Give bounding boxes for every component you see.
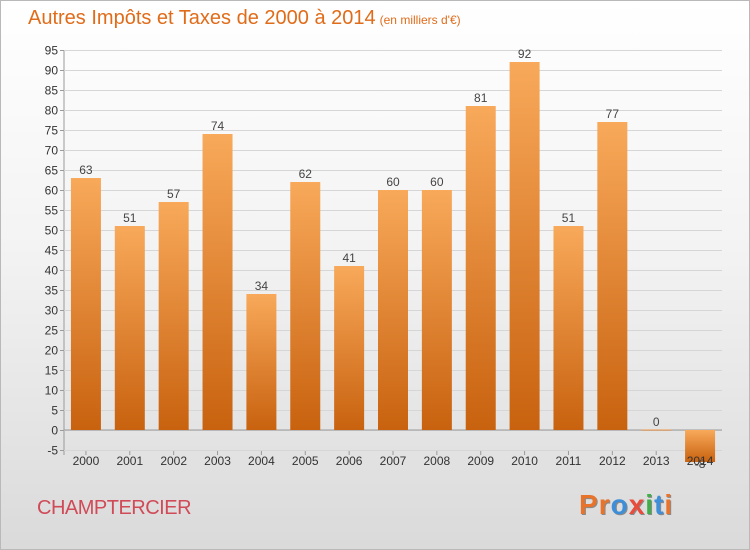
data-label: 51 xyxy=(123,211,137,225)
bar xyxy=(421,190,452,430)
y-tick-label: 50 xyxy=(45,224,59,238)
data-label: 62 xyxy=(299,167,313,181)
data-label: -8 xyxy=(695,457,706,471)
x-tick-label: 2014 xyxy=(687,454,714,468)
x-tick-label: 2001 xyxy=(116,454,143,468)
logo-letter: i xyxy=(645,489,655,520)
y-tick-label: 80 xyxy=(45,104,59,118)
logo-letter: o xyxy=(610,489,629,520)
y-tick-label: 30 xyxy=(45,304,59,318)
y-tick-label: 60 xyxy=(45,184,59,198)
data-label: 60 xyxy=(386,175,400,189)
y-tick-label: 75 xyxy=(45,124,59,138)
bar xyxy=(378,190,408,430)
x-tick-label: 2004 xyxy=(248,454,275,468)
y-tick-label: 65 xyxy=(45,164,59,178)
y-tick-label: 5 xyxy=(51,404,58,418)
data-label: 0 xyxy=(653,415,660,429)
y-tick-label: 20 xyxy=(45,344,59,358)
data-label: 74 xyxy=(211,119,225,133)
data-label: 77 xyxy=(606,107,620,121)
bar xyxy=(158,202,189,430)
data-label: 63 xyxy=(79,163,93,177)
city-name: CHAMPTERCIER xyxy=(37,497,192,519)
y-tick-label: 55 xyxy=(45,204,59,218)
x-tick-label: 2011 xyxy=(556,454,582,468)
bar xyxy=(334,266,365,430)
x-tick-label: 2005 xyxy=(292,454,319,468)
y-tick-label: 15 xyxy=(45,364,59,378)
logo-letter: i xyxy=(664,489,674,520)
y-tick-label: 0 xyxy=(51,424,58,438)
title-unit: (en milliers d'€) xyxy=(379,13,461,27)
x-tick-label: 2002 xyxy=(160,454,187,468)
y-tick-label: 95 xyxy=(45,44,59,58)
y-tick-label: 45 xyxy=(45,244,59,258)
x-tick-label: 2000 xyxy=(73,454,100,468)
x-tick-label: 2013 xyxy=(643,454,670,468)
y-tick-label: 25 xyxy=(45,324,59,338)
x-tick-label: 2012 xyxy=(599,454,626,468)
data-label: 60 xyxy=(430,175,444,189)
y-tick-label: 85 xyxy=(45,84,59,98)
bar xyxy=(114,226,145,430)
data-label: 41 xyxy=(342,251,356,265)
title-text: Autres Impôts et Taxes de 2000 à 2014 xyxy=(28,7,376,29)
bar xyxy=(553,226,584,430)
data-label: 81 xyxy=(474,91,488,105)
bar xyxy=(641,429,672,431)
bar xyxy=(70,178,101,430)
x-tick-label: 2009 xyxy=(467,454,494,468)
x-tick-label: 2006 xyxy=(336,454,363,468)
y-tick-label: 10 xyxy=(45,384,59,398)
x-tick-label: 2010 xyxy=(511,454,538,468)
data-label: 92 xyxy=(518,47,532,61)
bar xyxy=(202,134,233,430)
bar xyxy=(597,122,628,430)
bar xyxy=(509,62,540,430)
y-tick-label: 70 xyxy=(45,144,59,158)
y-tick-label: 40 xyxy=(45,264,59,278)
logo-letter: x xyxy=(628,489,646,520)
data-label: 51 xyxy=(562,211,576,225)
y-tick-label: 35 xyxy=(45,284,59,298)
y-tick-label: 90 xyxy=(45,64,59,78)
bar xyxy=(290,182,321,430)
bar xyxy=(246,294,277,430)
logo-letter: r xyxy=(598,489,611,520)
data-label: 34 xyxy=(255,279,269,293)
x-tick-label: 2008 xyxy=(424,454,451,468)
logo-letter: P xyxy=(579,489,599,520)
y-tick-label: -5 xyxy=(47,444,58,458)
logo-letter: t xyxy=(654,489,665,520)
data-label: 57 xyxy=(167,187,181,201)
proxiti-logo: Proxiti xyxy=(579,489,673,521)
bar xyxy=(465,106,496,430)
x-tick-label: 2007 xyxy=(380,454,407,468)
x-tick-label: 2003 xyxy=(204,454,231,468)
bar xyxy=(685,430,716,462)
chart-title: Autres Impôts et Taxes de 2000 à 2014 (en… xyxy=(28,7,461,30)
